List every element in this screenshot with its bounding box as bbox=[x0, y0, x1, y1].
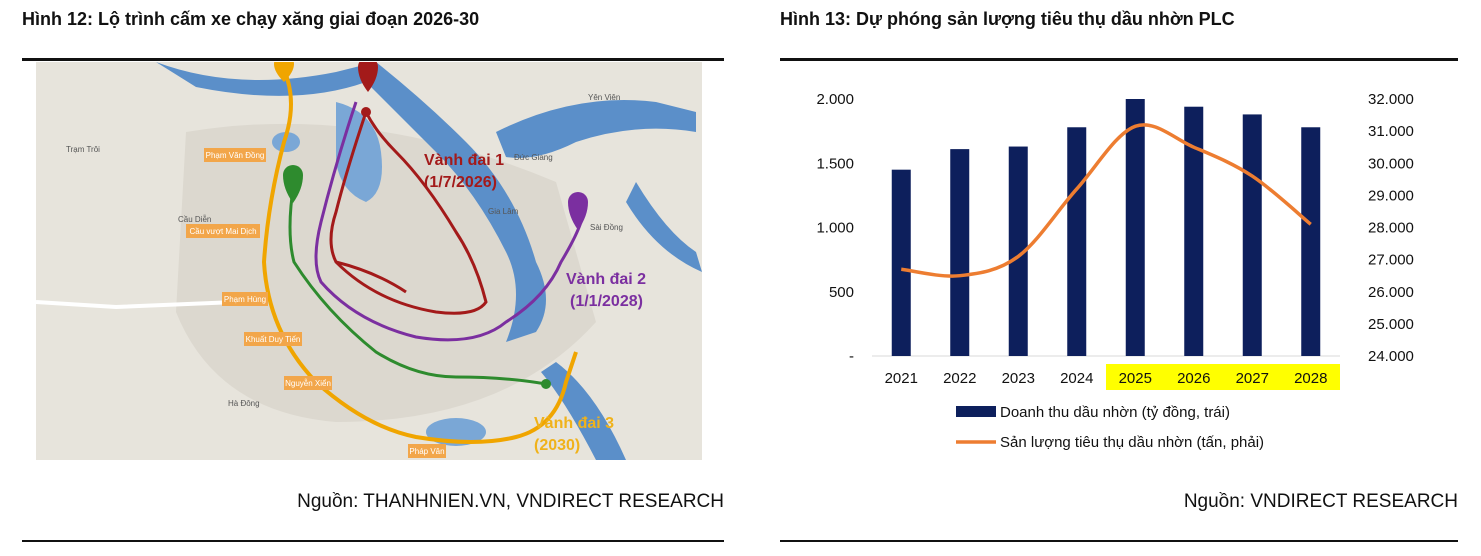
y-right-tick-label: 32.000 bbox=[1368, 91, 1414, 108]
ring1-date: (1/7/2026) bbox=[424, 174, 497, 191]
x-tick-label: 2026 bbox=[1177, 370, 1210, 387]
ring3-label: Vành đai 3 bbox=[534, 415, 614, 432]
y-right-tick-label: 26.000 bbox=[1368, 284, 1414, 301]
y-left-tick-label: 1.000 bbox=[816, 220, 854, 237]
x-tick-label: 2023 bbox=[1002, 370, 1035, 387]
bar-revenue bbox=[1242, 114, 1262, 356]
figure-13-source: Nguồn: VNDIRECT RESEARCH bbox=[1183, 491, 1458, 512]
svg-text:Pháp Vân: Pháp Vân bbox=[409, 447, 444, 456]
y-left-tick-label: 500 bbox=[829, 284, 854, 301]
ring-road-2-5 bbox=[288, 181, 547, 386]
river-north bbox=[156, 62, 376, 96]
ring2-date: (1/1/2028) bbox=[570, 293, 643, 310]
bar-revenue bbox=[1301, 127, 1321, 357]
ring-road-1-inner bbox=[335, 260, 407, 294]
bar-revenue bbox=[891, 169, 911, 356]
y-right-tick-label: 28.000 bbox=[1368, 220, 1414, 237]
duong-river bbox=[496, 100, 696, 158]
figure-13-title: Hình 13: Dự phóng sản lượng tiêu thụ dầu… bbox=[780, 9, 1235, 29]
ring1-label: Vành đai 1 bbox=[424, 152, 504, 169]
pin-ring-3 bbox=[274, 62, 294, 82]
svg-text:Phạm Văn Đồng: Phạm Văn Đồng bbox=[206, 151, 265, 160]
x-category-highlight bbox=[1223, 364, 1282, 390]
place-caudien: Cầu Diễn bbox=[178, 215, 211, 224]
y-right-tick-label: 31.000 bbox=[1368, 123, 1414, 140]
ring25-end-dot bbox=[541, 379, 551, 389]
y-right-tick-label: 24.000 bbox=[1368, 348, 1414, 365]
bar-revenue bbox=[1008, 146, 1028, 356]
ring-road-1 bbox=[329, 108, 488, 315]
y-right-tick-label: 30.000 bbox=[1368, 155, 1414, 172]
y-right-tick-label: 25.000 bbox=[1368, 316, 1414, 333]
y-left-tick-label: 1.500 bbox=[816, 155, 854, 172]
x-tick-label: 2025 bbox=[1119, 370, 1152, 387]
figure-13-bottom-rule bbox=[780, 540, 1458, 542]
figure-12-top-rule bbox=[22, 58, 724, 61]
x-tick-label: 2022 bbox=[943, 370, 976, 387]
legend-label-revenue: Doanh thu dầu nhờn (tỷ đồng, trái) bbox=[1000, 404, 1230, 421]
svg-text:Nguyễn Xiển: Nguyễn Xiển bbox=[285, 379, 331, 388]
pin-ring-2-5 bbox=[283, 165, 303, 203]
y-right-tick-label: 27.000 bbox=[1368, 252, 1414, 269]
bar-revenue bbox=[1125, 99, 1145, 356]
ring3-date: (2030) bbox=[534, 437, 580, 454]
x-tick-label: 2028 bbox=[1294, 370, 1327, 387]
red-river bbox=[356, 62, 546, 342]
place-hadong: Hà Đông bbox=[228, 399, 260, 408]
road-label-phapvan: Pháp Vân bbox=[408, 444, 446, 458]
lubricant-combo-chart: - 500 1.000 1.500 2.000 24.000 25.000 26.000 27.… bbox=[780, 62, 1460, 467]
road-label-phamvandong: Phạm Văn Đồng bbox=[204, 148, 266, 162]
svg-text:Khuất Duy Tiến: Khuất Duy Tiến bbox=[246, 335, 301, 344]
figure-12-bottom-rule bbox=[22, 540, 724, 542]
x-tick-label: 2021 bbox=[885, 370, 918, 387]
river-east bbox=[626, 182, 702, 272]
legend-swatch-revenue bbox=[956, 406, 996, 417]
x-category-highlight bbox=[1164, 364, 1223, 390]
place-tramtroi: Trạm Trôi bbox=[66, 145, 100, 154]
ring-road-2 bbox=[314, 101, 583, 342]
x-tick-label: 2027 bbox=[1236, 370, 1269, 387]
legend-label-volume: Sản lượng tiêu thụ dầu nhờn (tấn, phải) bbox=[1000, 434, 1264, 451]
x-tick-label: 2024 bbox=[1060, 370, 1093, 387]
place-ducgiang: Đức Giang bbox=[514, 153, 553, 162]
pin-ring-2 bbox=[568, 192, 588, 230]
y-left-tick-label: 2.000 bbox=[816, 91, 854, 108]
line-volume bbox=[901, 123, 1312, 278]
ring-road-map: Phạm Văn Đồng Cầu vượt Mai Dịch Phạm Hùn… bbox=[36, 62, 702, 460]
figure-12-source: Nguồn: THANHNIEN.VN, VNDIRECT RESEARCH bbox=[297, 491, 724, 512]
figure-12-title: Hình 12: Lộ trình cấm xe chạy xăng giai … bbox=[22, 9, 480, 29]
y-left-tick-label: - bbox=[849, 348, 854, 365]
pin-ring-1 bbox=[358, 62, 378, 92]
highway bbox=[36, 300, 237, 310]
road-label-khuatduytien: Khuất Duy Tiến bbox=[244, 332, 302, 346]
road-label-cauvuotmaidich: Cầu vượt Mai Dịch bbox=[186, 224, 260, 238]
svg-text:Cầu vượt Mai Dịch: Cầu vượt Mai Dịch bbox=[189, 227, 256, 236]
svg-text:Phạm Hùng: Phạm Hùng bbox=[224, 295, 266, 304]
figure-13-top-rule bbox=[780, 58, 1458, 61]
place-gialam: Gia Lâm bbox=[488, 207, 519, 216]
place-saidong: Sài Đồng bbox=[590, 223, 623, 232]
ring2-label: Vành đai 2 bbox=[566, 271, 646, 288]
ring1-pin-dot bbox=[361, 107, 371, 117]
x-category-highlight bbox=[1281, 364, 1340, 390]
place-yenvien: Yên Viên bbox=[588, 93, 620, 102]
x-category-highlight bbox=[1106, 364, 1165, 390]
bar-revenue bbox=[950, 149, 970, 356]
bar-revenue bbox=[1184, 106, 1204, 357]
road-label-phamhung: Phạm Hùng bbox=[222, 292, 268, 306]
road-label-nguyenxien: Nguyễn Xiển bbox=[284, 376, 332, 390]
river-south bbox=[541, 362, 626, 460]
bar-revenue bbox=[1067, 127, 1087, 357]
y-right-tick-label: 29.000 bbox=[1368, 187, 1414, 204]
